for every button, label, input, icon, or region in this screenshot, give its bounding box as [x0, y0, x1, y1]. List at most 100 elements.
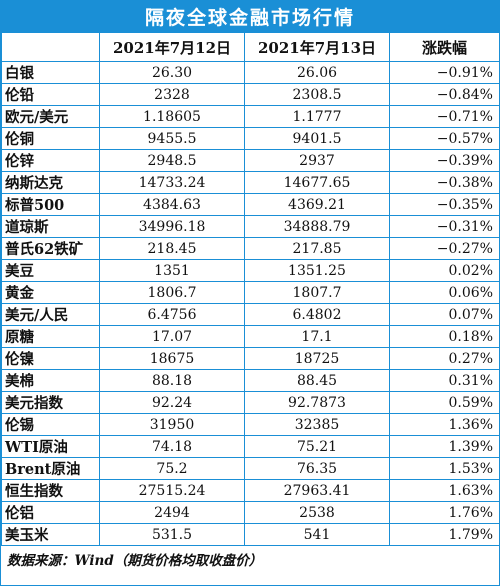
header-date-2: 2021年7月13日 [244, 32, 390, 62]
row-name: 白银 [1, 61, 100, 84]
row-value-date1: 34996.18 [99, 215, 245, 238]
row-value-date1: 1.18605 [99, 105, 245, 128]
row-name: 伦铜 [1, 127, 100, 150]
row-name: 黄金 [1, 281, 100, 304]
table-row: 美玉米 531.5 541 1.79% [1, 523, 500, 546]
row-name: 伦铝 [1, 501, 100, 524]
row-name: 伦铅 [1, 83, 100, 106]
table-row: 普氏62铁矿 218.45 217.85 −0.27% [1, 237, 500, 260]
market-table: 2021年7月12日 2021年7月13日 涨跌幅 白银 26.30 26.06 −0… [1, 32, 500, 546]
row-name: WTI原油 [1, 435, 100, 458]
row-change: 1.53% [389, 457, 500, 480]
row-value-date1: 1806.7 [99, 281, 245, 304]
row-value-date2: 18725 [244, 347, 390, 370]
row-value-date1: 27515.24 [99, 479, 245, 502]
row-name: 伦锡 [1, 413, 100, 436]
row-change: −0.31% [389, 215, 500, 238]
row-value-date2: 88.45 [244, 369, 390, 392]
table-row: 欧元/美元 1.18605 1.1777 −0.71% [1, 105, 500, 128]
table-row: 伦锡 31950 32385 1.36% [1, 413, 500, 436]
row-change: 1.39% [389, 435, 500, 458]
row-value-date2: 6.4802 [244, 303, 390, 326]
table-row: 伦镍 18675 18725 0.27% [1, 347, 500, 370]
row-change: −0.84% [389, 83, 500, 106]
header-date-1: 2021年7月12日 [99, 32, 245, 62]
table-row: WTI原油 74.18 75.21 1.39% [1, 435, 500, 458]
row-change: −0.39% [389, 149, 500, 172]
table-row: 美豆 1351 1351.25 0.02% [1, 259, 500, 282]
row-value-date1: 31950 [99, 413, 245, 436]
row-value-date1: 26.30 [99, 61, 245, 84]
row-change: −0.27% [389, 237, 500, 260]
row-change: 0.18% [389, 325, 500, 348]
row-value-date2: 541 [244, 523, 390, 546]
row-value-date1: 92.24 [99, 391, 245, 414]
row-value-date1: 1351 [99, 259, 245, 282]
row-value-date2: 75.21 [244, 435, 390, 458]
row-change: 1.79% [389, 523, 500, 546]
row-change: 0.59% [389, 391, 500, 414]
table-row: Brent原油 75.2 76.35 1.53% [1, 457, 500, 480]
row-value-date2: 76.35 [244, 457, 390, 480]
row-change: 0.02% [389, 259, 500, 282]
row-value-date1: 2494 [99, 501, 245, 524]
row-change: −0.38% [389, 171, 500, 194]
row-value-date1: 18675 [99, 347, 245, 370]
row-value-date1: 6.4756 [99, 303, 245, 326]
row-value-date1: 17.07 [99, 325, 245, 348]
row-value-date2: 2937 [244, 149, 390, 172]
row-value-date2: 26.06 [244, 61, 390, 84]
row-change: −0.71% [389, 105, 500, 128]
table-row: 道琼斯 34996.18 34888.79 −0.31% [1, 215, 500, 238]
row-name: 美元/人民 [1, 303, 100, 326]
row-change: 0.31% [389, 369, 500, 392]
row-value-date1: 531.5 [99, 523, 245, 546]
table-row: 美元/人民 6.4756 6.4802 0.07% [1, 303, 500, 326]
table-row: 原糖 17.07 17.1 0.18% [1, 325, 500, 348]
table-row: 白银 26.30 26.06 −0.91% [1, 61, 500, 84]
row-value-date2: 17.1 [244, 325, 390, 348]
row-value-date2: 32385 [244, 413, 390, 436]
row-change: 1.63% [389, 479, 500, 502]
table-row: 伦铜 9455.5 9401.5 −0.57% [1, 127, 500, 150]
row-name: 美豆 [1, 259, 100, 282]
row-change: 0.27% [389, 347, 500, 370]
row-value-date2: 34888.79 [244, 215, 390, 238]
row-value-date1: 74.18 [99, 435, 245, 458]
row-change: −0.35% [389, 193, 500, 216]
row-name: 伦锌 [1, 149, 100, 172]
row-value-date2: 14677.65 [244, 171, 390, 194]
table-title: 隔夜全球金融市场行情 [1, 1, 499, 32]
row-name: 原糖 [1, 325, 100, 348]
header-change: 涨跌幅 [389, 32, 500, 62]
row-value-date2: 2308.5 [244, 83, 390, 106]
table-row: 伦铝 2494 2538 1.76% [1, 501, 500, 524]
row-value-date1: 2328 [99, 83, 245, 106]
row-value-date1: 9455.5 [99, 127, 245, 150]
row-name: 普氏62铁矿 [1, 237, 100, 260]
row-value-date1: 14733.24 [99, 171, 245, 194]
row-name: 美棉 [1, 369, 100, 392]
row-name: 美元指数 [1, 391, 100, 414]
row-value-date1: 75.2 [99, 457, 245, 480]
row-value-date2: 27963.41 [244, 479, 390, 502]
row-value-date2: 1.1777 [244, 105, 390, 128]
table-row: 美元指数 92.24 92.7873 0.59% [1, 391, 500, 414]
row-name: 欧元/美元 [1, 105, 100, 128]
row-value-date2: 92.7873 [244, 391, 390, 414]
row-value-date2: 1351.25 [244, 259, 390, 282]
row-value-date2: 9401.5 [244, 127, 390, 150]
row-name: 标普500 [1, 193, 100, 216]
row-change: −0.91% [389, 61, 500, 84]
table-row: 伦锌 2948.5 2937 −0.39% [1, 149, 500, 172]
table-row: 恒生指数 27515.24 27963.41 1.63% [1, 479, 500, 502]
row-change: 1.36% [389, 413, 500, 436]
row-value-date2: 1807.7 [244, 281, 390, 304]
row-value-date1: 88.18 [99, 369, 245, 392]
row-name: 道琼斯 [1, 215, 100, 238]
header-name [1, 32, 100, 62]
row-change: 0.07% [389, 303, 500, 326]
row-change: −0.57% [389, 127, 500, 150]
row-change: 1.76% [389, 501, 500, 524]
